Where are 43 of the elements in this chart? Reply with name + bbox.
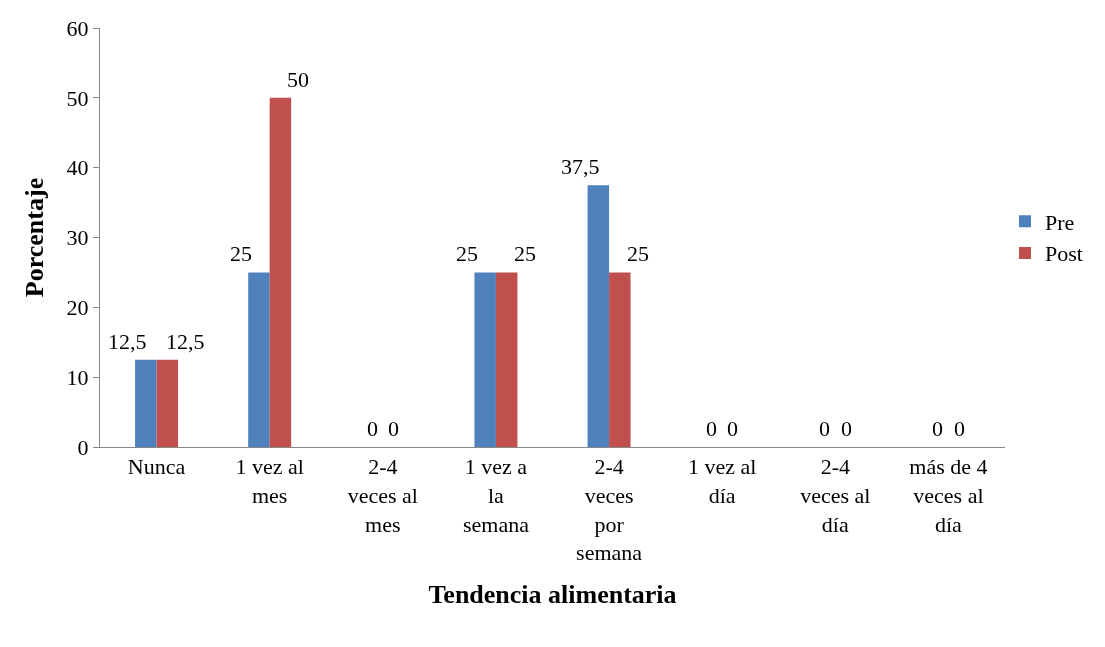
data-label: 37,5 — [561, 154, 600, 179]
x-tick-label: 2-4 veces por semana — [576, 454, 643, 566]
data-label: 50 — [287, 67, 309, 92]
x-tick-label: Nunca — [127, 454, 186, 480]
data-label: 12,5 — [108, 329, 147, 354]
x-axis-title: Tendencia alimentaria — [428, 579, 677, 609]
x-tick-label: 2-4 veces al mes — [347, 454, 418, 537]
y-tick-label: 10 — [66, 364, 89, 390]
y-tick-label: 50 — [66, 85, 89, 111]
legend-label: Pre — [1045, 209, 1075, 235]
x-tick-label: 2-4 veces al día — [800, 454, 871, 537]
data-label: 0 — [367, 416, 378, 441]
bar — [135, 359, 157, 447]
y-axis-title: Porcentaje — [20, 177, 49, 298]
data-label: 0 — [388, 416, 399, 441]
bar — [248, 272, 270, 447]
bar — [495, 272, 518, 447]
y-tick-label: 0 — [77, 434, 89, 460]
data-label: 0 — [841, 416, 852, 441]
y-tick-label: 60 — [66, 15, 89, 41]
data-label: 25 — [230, 241, 252, 266]
y-tick-label: 20 — [66, 295, 89, 321]
data-label: 0 — [706, 416, 717, 441]
bar — [156, 359, 179, 447]
bar — [474, 272, 496, 447]
x-tick-label: 1 vez a la semana — [462, 454, 530, 537]
x-tick-label: 1 vez al día — [687, 454, 757, 508]
bar — [609, 272, 631, 447]
data-label: 0 — [819, 416, 830, 441]
bar — [587, 185, 610, 447]
y-tick-label: 40 — [66, 155, 89, 181]
data-label: 25 — [514, 241, 536, 266]
bar — [269, 97, 292, 447]
y-tick-label: 30 — [66, 225, 89, 251]
x-tick-label: más de 4 veces al día — [909, 454, 988, 537]
legend-label: Post — [1045, 241, 1083, 267]
data-label: 0 — [932, 416, 943, 441]
x-tick-label: 1 vez al mes — [235, 454, 304, 508]
data-label: 0 — [727, 416, 738, 441]
data-label: 25 — [456, 241, 478, 266]
data-label: 12,5 — [166, 329, 205, 354]
data-label: 0 — [954, 416, 965, 441]
data-label: 25 — [627, 241, 649, 266]
